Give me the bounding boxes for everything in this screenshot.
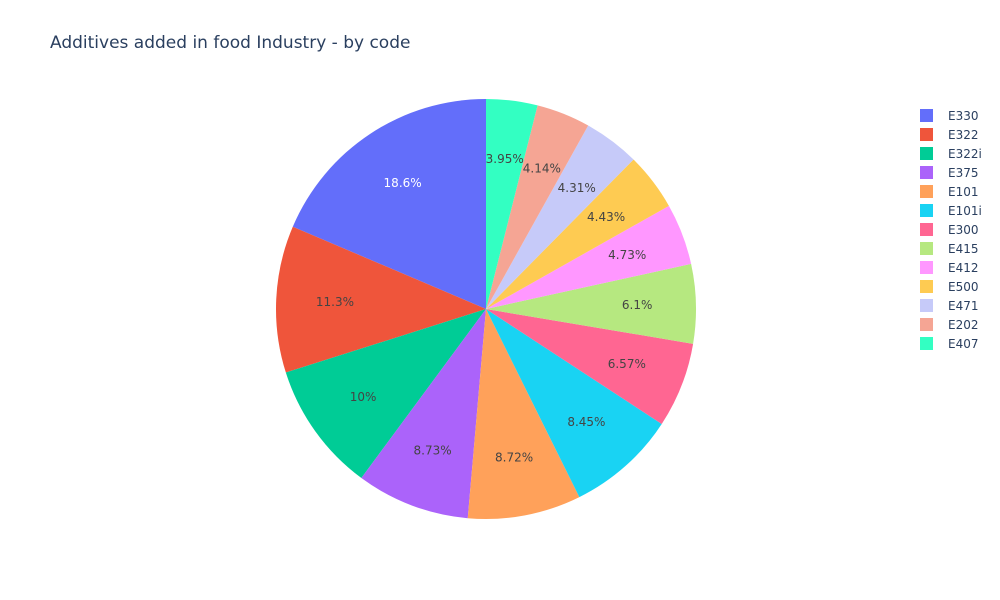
pie-slice-e415[interactable]	[486, 263, 697, 344]
legend-label: E322i	[948, 146, 982, 161]
legend-swatch	[920, 280, 933, 293]
legend-label: E375	[948, 165, 979, 180]
slice-label-e500: 4.43%	[587, 210, 625, 224]
pie-slice-e330[interactable]	[292, 99, 486, 309]
legend-swatch	[920, 223, 933, 236]
chart-title: Additives added in food Industry - by co…	[50, 33, 411, 53]
legend-item-e101i[interactable]: E101i	[920, 201, 982, 220]
legend-label: E330	[948, 108, 979, 123]
pie-slice-e202[interactable]	[486, 105, 589, 309]
legend-label: E471	[948, 298, 979, 313]
legend-label: E500	[948, 279, 979, 294]
slice-label-e330: 18.6%	[384, 176, 422, 190]
slice-label-e415: 6.1%	[622, 298, 653, 312]
pie-slice-e101i[interactable]	[486, 309, 662, 498]
legend-swatch	[920, 337, 933, 350]
legend-item-e471[interactable]: E471	[920, 296, 982, 315]
slice-label-e407: 3.95%	[486, 152, 524, 166]
pie-slice-e322[interactable]	[276, 226, 486, 373]
pie-slice-e375[interactable]	[361, 309, 486, 519]
legend-item-e202[interactable]: E202	[920, 315, 982, 334]
legend-item-e300[interactable]: E300	[920, 220, 982, 239]
legend-swatch	[920, 128, 933, 141]
legend-item-e330[interactable]: E330	[920, 106, 982, 125]
pie-slice-e101[interactable]	[467, 309, 580, 519]
legend-label: E202	[948, 317, 979, 332]
legend-label: E412	[948, 260, 979, 275]
legend-label: E101	[948, 184, 979, 199]
pie-labels: 18.6% 11.3% 10% 8.73% 8.72% 8.45% 6.57% 6.1% 4.7…	[316, 152, 652, 465]
legend-item-e375[interactable]: E375	[920, 163, 982, 182]
legend-item-e322[interactable]: E322	[920, 125, 982, 144]
slice-label-e300: 6.57%	[608, 357, 646, 371]
legend-item-e415[interactable]: E415	[920, 239, 982, 258]
pie-slice-e407[interactable]	[486, 99, 538, 309]
slice-label-e101: 8.72%	[495, 451, 533, 465]
legend-item-e407[interactable]: E407	[920, 334, 982, 353]
legend-item-e322i[interactable]: E322i	[920, 144, 982, 163]
slice-label-e375: 8.73%	[414, 443, 452, 457]
pie-slice-e500[interactable]	[486, 159, 669, 309]
legend-item-e101[interactable]: E101	[920, 182, 982, 201]
legend-swatch	[920, 147, 933, 160]
legend-label: E300	[948, 222, 979, 237]
legend-swatch	[920, 204, 933, 217]
legend: E330 E322 E322i E375 E101 E101i E300 E415 E412 E5…	[920, 106, 982, 353]
pie-slice-e412[interactable]	[486, 205, 692, 309]
slice-label-e412: 4.73%	[608, 248, 646, 262]
pie-slice-e471[interactable]	[486, 125, 634, 309]
legend-swatch	[920, 185, 933, 198]
legend-item-e500[interactable]: E500	[920, 277, 982, 296]
legend-swatch	[920, 261, 933, 274]
slice-label-e202: 4.14%	[523, 161, 561, 175]
pie-slice-e300[interactable]	[486, 309, 694, 424]
slice-label-e101i: 8.45%	[567, 415, 605, 429]
legend-label: E407	[948, 336, 979, 351]
legend-swatch	[920, 166, 933, 179]
legend-swatch	[920, 299, 933, 312]
slice-label-e471: 4.31%	[558, 181, 596, 195]
legend-swatch	[920, 109, 933, 122]
legend-label: E322	[948, 127, 979, 142]
legend-item-e412[interactable]: E412	[920, 258, 982, 277]
legend-swatch	[920, 242, 933, 255]
pie-slice-e322i[interactable]	[285, 309, 486, 479]
slice-label-e322i: 10%	[350, 390, 377, 404]
slice-label-e322: 11.3%	[316, 295, 354, 309]
legend-label: E415	[948, 241, 979, 256]
legend-swatch	[920, 318, 933, 331]
legend-label: E101i	[948, 203, 982, 218]
pie-slices	[276, 99, 697, 519]
